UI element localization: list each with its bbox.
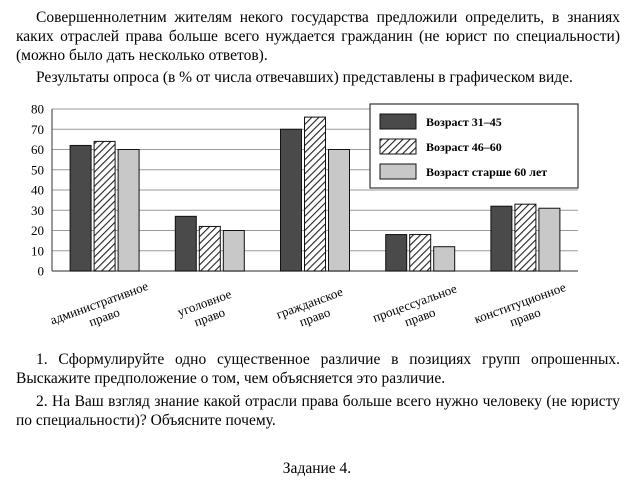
intro-paragraph: Совершеннолетним жителям некого государс… [16,9,620,64]
bar [304,116,326,272]
bar [117,149,140,272]
bar [93,140,116,272]
bar [385,234,408,272]
y-tick-label: 80 [31,102,44,117]
bar [514,203,537,272]
y-tick-label: 70 [31,122,44,137]
y-tick-label: 50 [31,162,44,177]
y-tick-label: 0 [38,264,45,279]
bar [538,207,561,272]
bar [328,149,350,272]
legend-swatch [379,138,417,155]
task-number: Задание 4. [282,460,352,477]
legend-label: Возраст 46–60 [426,140,502,154]
bar [198,225,221,272]
bar [433,246,456,272]
bar [490,205,513,272]
legend-swatch [379,163,417,180]
question-2: 2. На Ваш взгляд знание какой отрасли пр… [16,393,620,429]
legend-label: Возраст старше 60 лет [426,165,547,179]
legend-swatch [379,113,417,130]
y-tick-label: 10 [31,243,44,258]
bar [280,128,302,272]
y-tick-label: 30 [31,203,44,218]
bar [222,230,245,272]
y-tick-label: 60 [31,142,44,157]
legend-label: Возраст 31–45 [426,115,502,129]
chart-caption: Результаты опроса (в % от числа отвечавш… [36,69,573,86]
bar [409,234,432,272]
bar [69,144,92,272]
question-1: 1. Сформулируйте одно существенное разли… [16,351,620,387]
y-tick-label: 20 [31,223,44,238]
y-tick-label: 40 [31,183,44,198]
bar [174,215,197,272]
